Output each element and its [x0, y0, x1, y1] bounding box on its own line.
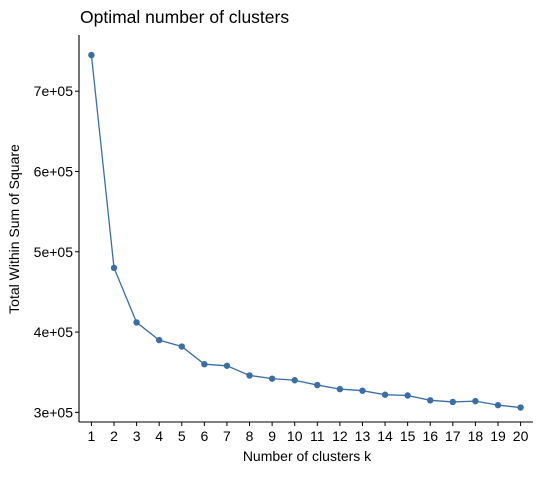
x-tick-label: 8 — [246, 428, 254, 444]
x-tick-label: 4 — [155, 428, 163, 444]
chart-title: Optimal number of clusters — [80, 7, 289, 27]
data-point — [336, 385, 344, 393]
y-tick-label: 7e+05 — [34, 83, 74, 99]
y-tick-label: 4e+05 — [34, 324, 74, 340]
x-tick-label: 7 — [223, 428, 231, 444]
data-point — [246, 372, 253, 379]
x-tick-label: 19 — [490, 428, 506, 444]
data-point — [201, 360, 208, 368]
data-point — [517, 404, 524, 411]
y-tick-label: 3e+05 — [34, 404, 74, 420]
y-tick-label: 6e+05 — [34, 163, 74, 179]
x-axis-label: Number of clusters k — [243, 448, 372, 464]
data-point — [472, 397, 479, 405]
y-tick-label: 5e+05 — [34, 244, 74, 260]
data-point — [223, 362, 231, 369]
x-tick-label: 12 — [332, 428, 348, 444]
data-point — [110, 264, 118, 272]
x-tick-label: 3 — [133, 428, 141, 444]
data-point — [449, 398, 457, 406]
x-tick-label: 18 — [468, 428, 484, 444]
x-tick-label: 1 — [88, 428, 96, 444]
series-line — [90, 55, 521, 409]
x-tick-label: 15 — [400, 428, 416, 444]
x-tick-label: 5 — [178, 428, 186, 444]
data-point — [155, 336, 163, 344]
x-tick-label: 2 — [110, 428, 118, 444]
data-point — [268, 375, 276, 382]
x-tick-label: 6 — [200, 428, 208, 444]
x-tick-label: 14 — [377, 428, 393, 444]
x-tick-label: 20 — [513, 428, 529, 444]
data-point — [133, 319, 140, 326]
data-point — [178, 343, 185, 350]
x-tick-label: 13 — [355, 428, 371, 444]
data-point — [404, 392, 411, 399]
x-tick-label: 10 — [287, 428, 303, 444]
x-tick-label: 11 — [310, 428, 325, 444]
data-point — [291, 377, 298, 384]
x-tick-label: 17 — [445, 428, 461, 444]
data-point — [494, 401, 502, 409]
x-tick-label: 9 — [268, 428, 276, 444]
y-axis-label: Total Within Sum of Square — [6, 144, 22, 314]
data-point — [359, 387, 366, 394]
x-tick-label: 16 — [422, 428, 438, 444]
data-point — [381, 391, 389, 398]
data-point — [314, 381, 321, 389]
data-point — [427, 397, 434, 404]
data-point — [88, 51, 95, 59]
